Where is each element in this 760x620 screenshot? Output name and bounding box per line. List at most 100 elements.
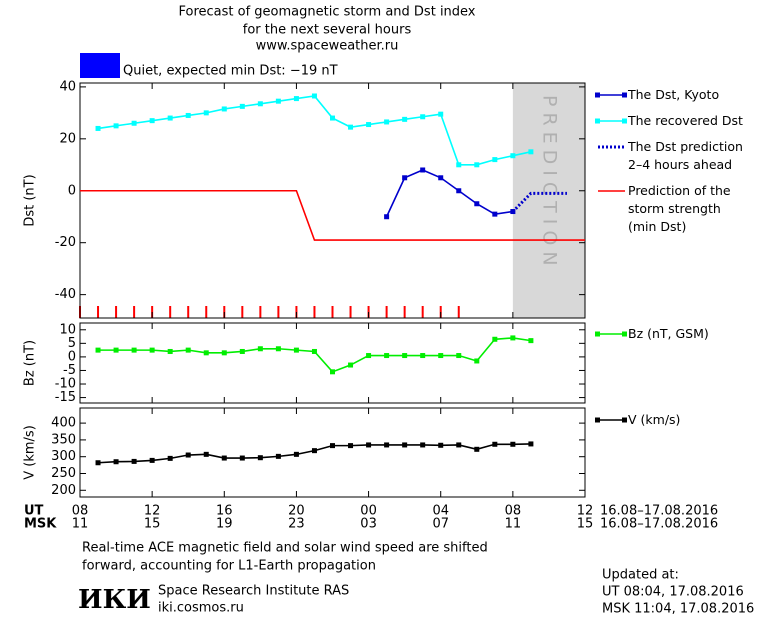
point — [438, 442, 444, 448]
plot-frame — [79, 322, 586, 404]
point — [311, 93, 317, 99]
y-tick-label: 40 — [59, 79, 76, 94]
y-tick-label: 20 — [59, 131, 76, 146]
point — [185, 347, 191, 353]
legend-entry: Prediction of the storm strength (min Ds… — [628, 183, 731, 234]
point — [311, 448, 317, 454]
point — [239, 348, 245, 354]
plot-frame — [79, 82, 586, 319]
point — [113, 123, 119, 129]
point — [474, 358, 480, 364]
status: Quiet, expected min Dst: −19 nT — [123, 64, 338, 79]
legend-marker — [622, 92, 627, 98]
point — [203, 110, 209, 116]
point — [311, 348, 317, 354]
x-tick-label: 11 — [72, 517, 89, 532]
point — [257, 101, 263, 107]
point — [221, 455, 227, 461]
point — [185, 112, 191, 118]
updated: UT 08:04, 17.08.2016 — [602, 585, 744, 600]
point — [510, 335, 516, 341]
y-tick-label: 0 — [68, 183, 76, 198]
point — [221, 350, 227, 356]
point — [510, 153, 516, 159]
point — [420, 114, 426, 120]
x-tick-label: 23 — [288, 517, 305, 532]
point — [384, 442, 390, 448]
point — [384, 119, 390, 125]
y-axis-label: V (km/s) — [23, 425, 38, 480]
row-label: MSK — [24, 517, 57, 532]
point — [348, 362, 354, 368]
title-line: for the next several hours — [243, 23, 412, 38]
institute: Space Research Institute RAS — [158, 584, 349, 599]
y-axis-label: Dst (nT) — [23, 174, 38, 226]
x-tick-label: 07 — [432, 517, 449, 532]
series-line — [80, 189, 585, 241]
series-line — [511, 191, 567, 213]
point — [131, 120, 137, 126]
y-tick-label: 400 — [51, 416, 76, 431]
point — [330, 115, 335, 121]
point — [330, 369, 335, 375]
plot-frame — [79, 407, 586, 498]
y-tick-label: 10 — [59, 322, 76, 337]
point — [239, 103, 245, 109]
x-tick-label: 12 — [144, 504, 161, 519]
point — [348, 443, 354, 449]
point — [95, 125, 101, 131]
point — [366, 353, 372, 359]
legend-marker — [622, 417, 627, 423]
site: iki.cosmos.ru — [158, 601, 244, 616]
point — [366, 442, 372, 448]
point — [492, 336, 498, 342]
x-tick-label: 11 — [505, 517, 522, 532]
point — [257, 346, 263, 352]
point — [167, 115, 173, 121]
point — [438, 353, 444, 359]
legend-marker — [595, 92, 600, 98]
legend-entry: V (km/s) — [628, 412, 681, 427]
legend-marker — [622, 118, 627, 124]
point — [528, 149, 534, 155]
point — [149, 347, 155, 353]
x-tick-label: 04 — [432, 504, 449, 519]
point — [474, 162, 480, 168]
point — [384, 353, 390, 359]
point — [384, 214, 390, 220]
point — [492, 157, 498, 163]
date-range: 16.08–17.08.2016 — [600, 517, 718, 532]
series-line — [97, 443, 531, 464]
y-tick-label: 250 — [51, 466, 76, 481]
point — [366, 122, 372, 128]
legend-entry: The Dst prediction 2–4 hours ahead — [628, 139, 743, 172]
prediction-label: PREDICTION — [538, 95, 560, 272]
status-swatch — [80, 53, 120, 78]
y-tick-label: -5 — [63, 363, 76, 378]
point — [402, 353, 408, 359]
point — [492, 211, 498, 217]
point — [131, 347, 137, 353]
y-tick-label: 0 — [68, 349, 76, 364]
note: forward, accounting for L1-Earth propaga… — [82, 559, 376, 574]
x-tick-label: 19 — [216, 517, 233, 532]
point — [203, 451, 209, 457]
x-tick-label: 08 — [505, 504, 522, 519]
point — [456, 353, 462, 359]
point — [420, 442, 426, 448]
point — [438, 111, 444, 117]
point — [438, 175, 444, 181]
y-tick-label: -10 — [55, 377, 76, 392]
series-line — [98, 337, 532, 373]
x-tick-label: 12 — [577, 504, 594, 519]
point — [402, 175, 408, 181]
x-tick-label: 15 — [577, 517, 594, 532]
point — [402, 442, 408, 448]
point — [149, 118, 155, 124]
y-tick-label: -15 — [55, 390, 76, 405]
y-tick-label: 300 — [51, 449, 76, 464]
point — [221, 106, 227, 112]
x-tick-label: 15 — [144, 517, 161, 532]
point — [131, 458, 137, 464]
